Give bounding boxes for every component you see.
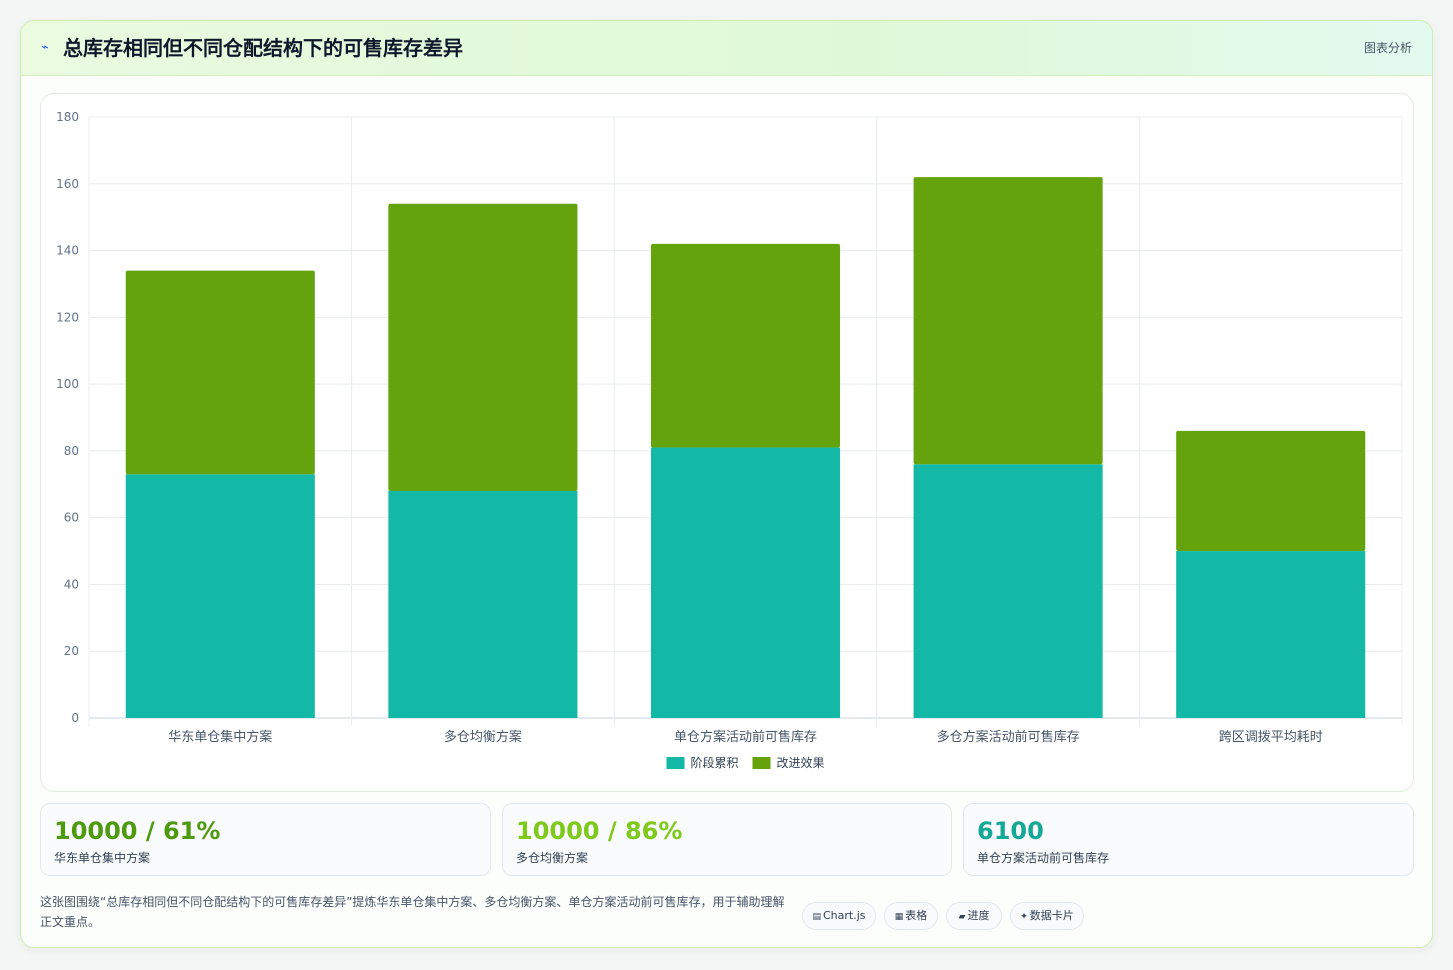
y-tick-label: 40 [64, 577, 79, 591]
header-label: 图表分析 [1363, 41, 1412, 55]
stat-value: 10000 / 86% [516, 817, 683, 845]
bar-segment [388, 203, 578, 491]
x-tick-label: 单仓方案活动前可售库存 [674, 729, 817, 745]
stat-card-2: 10000 / 86% 多仓均衡方案 [502, 803, 952, 876]
bar-segment [913, 464, 1103, 718]
chart-container: 0 20 40 60 80 100 120 140 160 180 华东单仓集中方案 多仓均衡方案 单仓… [40, 93, 1414, 792]
stat-label: 华东单仓集中方案 [54, 851, 151, 865]
bar-segment [650, 243, 841, 448]
card-header: ⌁ 总库存相同但不同仓配结构下的可售库存差异 图表分析 [21, 21, 1432, 76]
chart-line-icon: ⌁ [41, 40, 49, 55]
y-tick-label: 140 [56, 244, 79, 258]
tag-chartjs[interactable]: ▤ Chart.js [802, 902, 876, 930]
stat-card-1: 10000 / 61% 华东单仓集中方案 [40, 803, 491, 876]
bar-segment [125, 474, 315, 718]
y-tick-label: 120 [56, 310, 79, 324]
tag-label: 进度 [967, 909, 990, 922]
y-tick-label: 80 [64, 444, 79, 458]
page-title: 总库存相同但不同仓配结构下的可售库存差异 [63, 36, 463, 60]
legend-swatch [666, 757, 685, 769]
legend-label: 改进效果 [777, 755, 825, 770]
legend-label: 阶段累积 [691, 755, 739, 770]
tag-data-card[interactable]: ✦ 数据卡片 [1010, 902, 1084, 930]
y-tick-label: 60 [64, 511, 79, 525]
stacked-bar-chart: 0 20 40 60 80 100 120 140 160 180 华东单仓集中方案 多仓均衡方案 单仓… [56, 110, 1403, 770]
x-tick-label: 跨区调拨平均耗时 [1219, 730, 1323, 745]
progress-icon: ▰ [958, 912, 966, 922]
bar-segment [1176, 430, 1366, 552]
y-tick-label: 0 [71, 711, 79, 725]
bar-segment [125, 270, 315, 475]
x-tick-label: 多仓方案活动前可售库存 [937, 729, 1080, 745]
bar-segment [1176, 551, 1366, 718]
y-tick-label: 180 [56, 110, 79, 124]
y-tick-label: 160 [56, 177, 79, 191]
stat-label: 多仓均衡方案 [516, 851, 589, 865]
stat-card-3: 6100 单仓方案活动前可售库存 [963, 803, 1414, 876]
chart-description: 这张图围绕“总库存相同但不同仓配结构下的可售库存差异”提炼华东单仓集中方案、多仓… [40, 895, 785, 929]
x-tick-label: 多仓均衡方案 [444, 729, 522, 745]
y-tick-label: 20 [64, 644, 79, 658]
stat-value: 6100 [977, 817, 1044, 845]
chart-card: ⌁ 总库存相同但不同仓配结构下的可售库存差异 图表分析 0 20 40 60 80 100… [20, 20, 1433, 948]
chart-icon: ▤ [812, 912, 821, 922]
bar-segment [388, 490, 578, 718]
bar-segment [913, 177, 1103, 465]
stat-value: 10000 / 61% [54, 817, 221, 845]
tag-table[interactable]: ▦ 表格 [884, 902, 938, 930]
tag-progress[interactable]: ▰ 进度 [946, 902, 1002, 930]
legend-swatch [752, 757, 771, 769]
tag-label: Chart.js [823, 909, 866, 922]
tag-label: 数据卡片 [1029, 909, 1074, 922]
bar-segment [650, 447, 841, 718]
x-tick-label: 华东单仓集中方案 [168, 729, 272, 745]
tag-label: 表格 [905, 909, 928, 922]
stat-label: 单仓方案活动前可售库存 [977, 851, 1110, 865]
y-tick-label: 100 [56, 377, 79, 391]
table-icon: ▦ [894, 912, 904, 922]
card-icon: ✦ [1020, 912, 1028, 922]
